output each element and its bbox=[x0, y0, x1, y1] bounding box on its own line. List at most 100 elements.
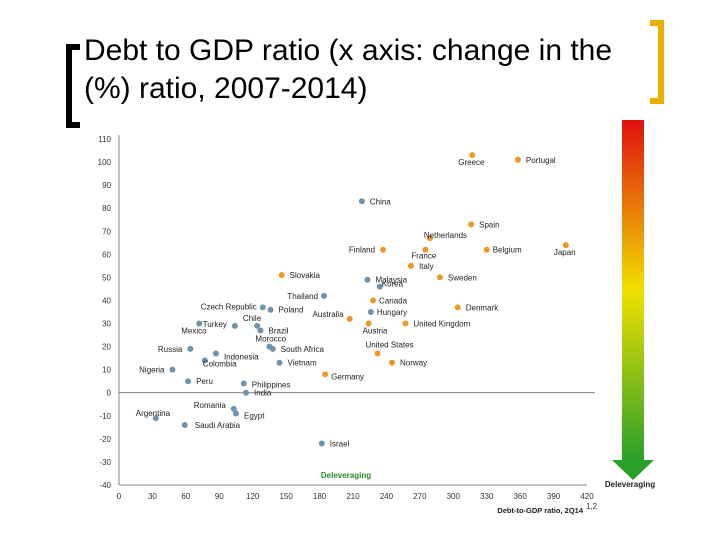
x-tick-label: 150 bbox=[279, 492, 293, 501]
point-label: Mexico bbox=[181, 327, 207, 336]
data-point bbox=[468, 221, 475, 228]
point-label: Romania bbox=[194, 401, 227, 410]
data-points bbox=[152, 152, 569, 447]
data-point bbox=[231, 322, 238, 329]
data-point bbox=[436, 274, 443, 281]
point-label: Slovakia bbox=[290, 271, 321, 280]
y-tick-label: 30 bbox=[102, 320, 111, 329]
deleveraging-annotation: Deleveraging bbox=[321, 471, 371, 480]
point-label: Israel bbox=[330, 439, 350, 448]
data-point bbox=[318, 440, 325, 447]
data-point bbox=[374, 350, 381, 357]
point-label: Hungary bbox=[377, 308, 407, 317]
x-tick-label: 240 bbox=[380, 492, 394, 501]
point-label: Philippines bbox=[252, 381, 291, 390]
y-tick-label: 60 bbox=[102, 250, 111, 259]
point-label: Korea bbox=[382, 280, 404, 289]
data-point bbox=[181, 422, 188, 429]
y-tick-label: -40 bbox=[99, 481, 111, 490]
data-point bbox=[259, 304, 266, 311]
point-label: Japan bbox=[554, 248, 576, 257]
deleveraging-bar-label: Deleveraging bbox=[605, 480, 655, 489]
y-tick-label: 70 bbox=[102, 227, 111, 236]
x-tick-label: 180 bbox=[313, 492, 327, 501]
x-tick-label: 0 bbox=[117, 492, 122, 501]
point-label: Italy bbox=[419, 262, 434, 271]
data-point bbox=[454, 304, 461, 311]
y-tick-label: 10 bbox=[102, 366, 111, 375]
point-label: Saudi Arabia bbox=[195, 421, 241, 430]
point-label: Spain bbox=[479, 220, 499, 229]
point-label: Colombia bbox=[203, 359, 237, 368]
data-point bbox=[367, 309, 374, 315]
point-label: Indonesia bbox=[224, 353, 259, 362]
point-label: Chile bbox=[243, 314, 262, 323]
y-tick-label: -20 bbox=[99, 435, 111, 444]
x-tick-label: 420 bbox=[580, 492, 594, 501]
data-point bbox=[407, 262, 414, 269]
x-tick-label: 60 bbox=[181, 492, 190, 501]
data-point bbox=[243, 389, 250, 396]
y-tick-label: -10 bbox=[99, 412, 111, 421]
data-point bbox=[426, 235, 433, 242]
point-label: Netherlands bbox=[424, 231, 467, 240]
data-point bbox=[321, 292, 328, 299]
point-label: Russia bbox=[158, 345, 183, 354]
point-label: Vietnam bbox=[287, 359, 317, 368]
point-label: India bbox=[254, 389, 272, 398]
y-tick-label: 0 bbox=[107, 389, 112, 398]
x-tick-label: 120 bbox=[246, 492, 260, 501]
data-point bbox=[376, 283, 383, 290]
y-tick-label: 80 bbox=[102, 204, 111, 213]
deleveraging-gradient-bar bbox=[622, 120, 644, 460]
x-axis-label: Debt-to-GDP ratio, 2Q14 bbox=[497, 506, 584, 515]
point-label: Finland bbox=[349, 246, 375, 255]
y-tick-label: 100 bbox=[98, 158, 112, 167]
x-tick-label: 330 bbox=[480, 492, 494, 501]
point-label: Morocco bbox=[255, 335, 286, 344]
data-point bbox=[389, 359, 395, 366]
data-point bbox=[212, 350, 219, 357]
x-tick-label: 270 bbox=[413, 492, 427, 501]
data-point bbox=[185, 378, 192, 385]
point-label: Nigeria bbox=[139, 366, 165, 375]
point-label: Australia bbox=[313, 310, 345, 319]
point-label: Greece bbox=[458, 158, 485, 167]
point-label: Czech Republic bbox=[201, 302, 257, 311]
data-point bbox=[380, 246, 387, 253]
y-tick-label: 110 bbox=[98, 135, 111, 144]
data-point bbox=[254, 322, 261, 329]
point-label: Norway bbox=[400, 359, 427, 368]
y-tick-label: 50 bbox=[102, 273, 111, 282]
data-point bbox=[346, 315, 353, 322]
data-point bbox=[278, 272, 285, 279]
y-tick-label: -30 bbox=[99, 458, 111, 467]
point-labels: Greece Portugal Spain Netherlands France Belg… bbox=[136, 156, 576, 449]
y-tick-label: 20 bbox=[102, 343, 111, 352]
data-point bbox=[269, 345, 276, 352]
point-label: Brazil bbox=[269, 326, 289, 335]
point-label: Canada bbox=[379, 296, 408, 305]
point-label: Portugal bbox=[526, 156, 556, 165]
x-tick-label: 210 bbox=[346, 492, 360, 501]
right-bracket-decoration bbox=[650, 20, 664, 104]
point-label: Argentina bbox=[136, 409, 171, 418]
slide-title: Debt to GDP ratio (x axis: change in the… bbox=[84, 34, 613, 105]
point-label: United States bbox=[366, 341, 414, 350]
data-point bbox=[187, 345, 194, 352]
point-label: China bbox=[370, 197, 391, 206]
data-point bbox=[233, 410, 239, 417]
point-label: Germany bbox=[331, 372, 364, 381]
data-point bbox=[276, 359, 283, 366]
y-tick-label: 90 bbox=[102, 181, 111, 190]
point-label: Austria bbox=[363, 327, 388, 336]
data-point bbox=[469, 152, 476, 159]
point-label: Malaysia bbox=[375, 276, 407, 285]
data-point bbox=[267, 306, 274, 313]
point-label: Egypt bbox=[244, 411, 265, 420]
point-label: Belgium bbox=[493, 246, 522, 255]
gradient-arrow-head bbox=[612, 460, 654, 480]
data-point bbox=[201, 357, 208, 364]
data-point bbox=[514, 156, 521, 163]
